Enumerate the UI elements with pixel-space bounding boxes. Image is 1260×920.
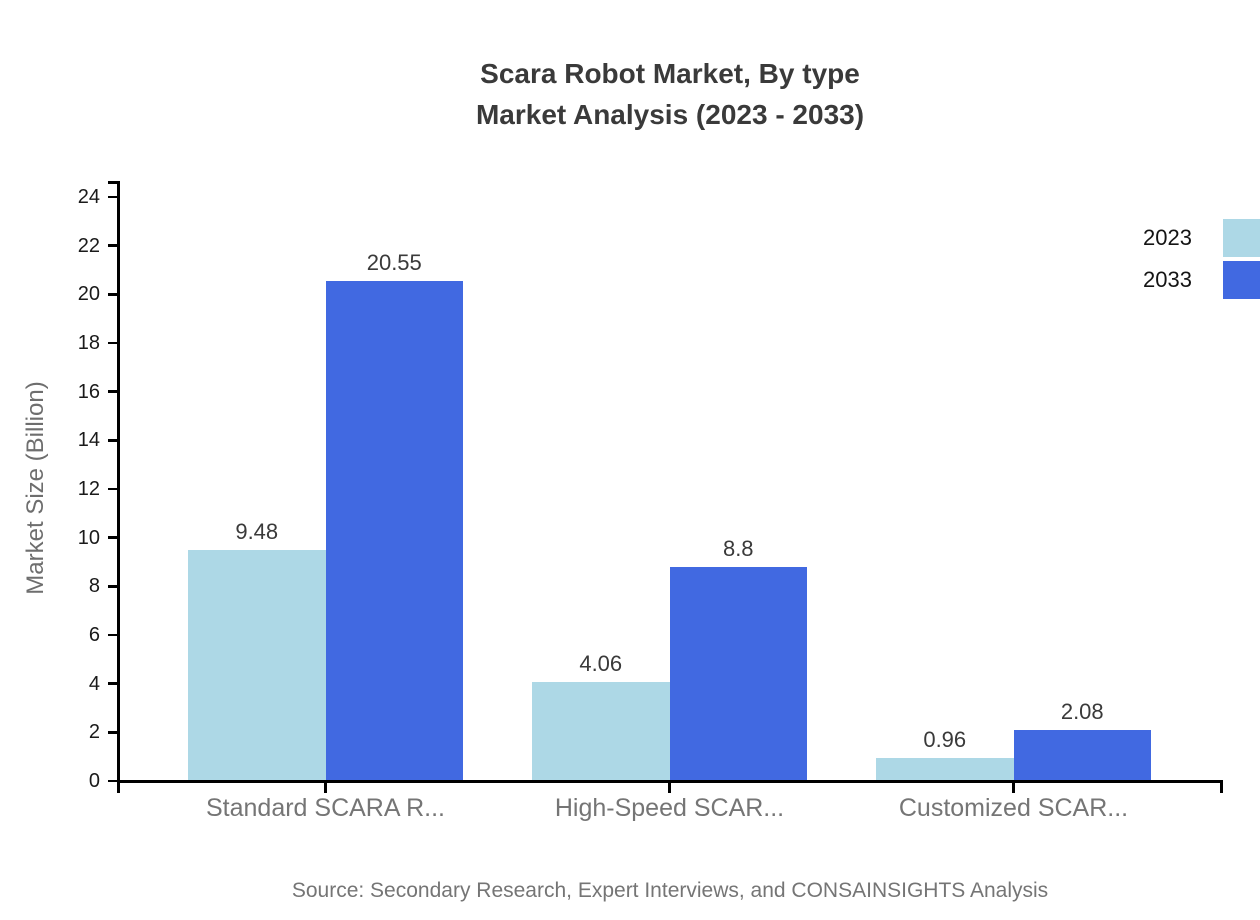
y-tick-mark: [108, 536, 118, 539]
y-tick-label: 22: [77, 234, 100, 257]
bar-2023-0: [188, 550, 326, 781]
bar-2023-2: [876, 757, 1014, 781]
y-tick-label: 2: [88, 721, 100, 744]
source-note: Source: Secondary Research, Expert Inter…: [291, 879, 1049, 902]
y-tick-mark: [108, 195, 118, 199]
y-tick-label: 4: [88, 672, 100, 695]
legend-swatch-icon: [1223, 261, 1260, 299]
y-tick-mark: [108, 585, 118, 588]
y-tick-label: 6: [88, 624, 100, 646]
legend-label: 2023: [1143, 225, 1192, 250]
bar-value-label: 4.06: [579, 651, 623, 677]
x-category-label: High-Speed SCAR...: [554, 794, 785, 822]
y-tick-label: 12: [77, 478, 100, 500]
y-tick-mark: [108, 779, 118, 783]
y-tick-mark: [108, 682, 118, 685]
legend-label: 2033: [1143, 267, 1192, 292]
bar-2033-2: [1013, 730, 1151, 781]
chart-title-line2: Market Analysis (2023 - 2033): [475, 99, 865, 130]
y-tick-label: 8: [88, 575, 100, 598]
y-tick-mark: [108, 487, 118, 491]
y-tick-label: 20: [77, 283, 100, 306]
bar-value-label: 9.48: [235, 519, 279, 545]
bar-2033-0: [325, 280, 463, 781]
y-tick-mark: [108, 390, 118, 393]
y-tick-mark: [108, 341, 118, 345]
bar-value-label: 20.55: [366, 249, 422, 275]
chart-title-line1: Scara Robot Market, By type: [480, 58, 860, 89]
x-tick-mark: [668, 782, 671, 793]
x-tick-mark: [1012, 782, 1015, 793]
y-axis-top-cap: [108, 181, 118, 184]
x-category-label: Standard SCARA R...: [205, 794, 446, 822]
bar-value-label: 8.8: [722, 535, 754, 561]
y-axis-line: [116, 181, 120, 793]
y-tick-label: 18: [77, 332, 100, 354]
y-tick-label: 24: [77, 186, 100, 208]
y-tick-mark: [108, 293, 118, 296]
y-tick-label: 10: [77, 526, 100, 549]
y-tick-mark: [108, 633, 118, 637]
bar-value-label: 0.96: [923, 726, 967, 752]
y-tick-label: 0: [88, 770, 100, 792]
x-axis-line: [116, 779, 1223, 783]
bar-value-label: 2.08: [1060, 699, 1104, 725]
legend-item-2033: 2033: [1140, 261, 1260, 299]
x-tick-mark: [324, 782, 327, 793]
y-tick-label: 16: [77, 380, 100, 403]
y-tick-mark: [108, 439, 118, 442]
chart-title: Scara Robot Market, By type Market Analy…: [476, 53, 864, 135]
bar-2023-1: [532, 682, 670, 781]
legend: 2023 2033: [1140, 219, 1260, 303]
legend-item-2023: 2023: [1140, 219, 1260, 257]
x-category-label: Customized SCAR...: [898, 794, 1129, 822]
bar-2033-1: [669, 566, 807, 781]
y-tick-mark: [108, 244, 118, 247]
y-tick-label: 14: [77, 429, 100, 452]
legend-swatch-icon: [1223, 219, 1260, 257]
x-axis-end-cap: [1220, 781, 1223, 793]
y-tick-mark: [108, 731, 118, 734]
